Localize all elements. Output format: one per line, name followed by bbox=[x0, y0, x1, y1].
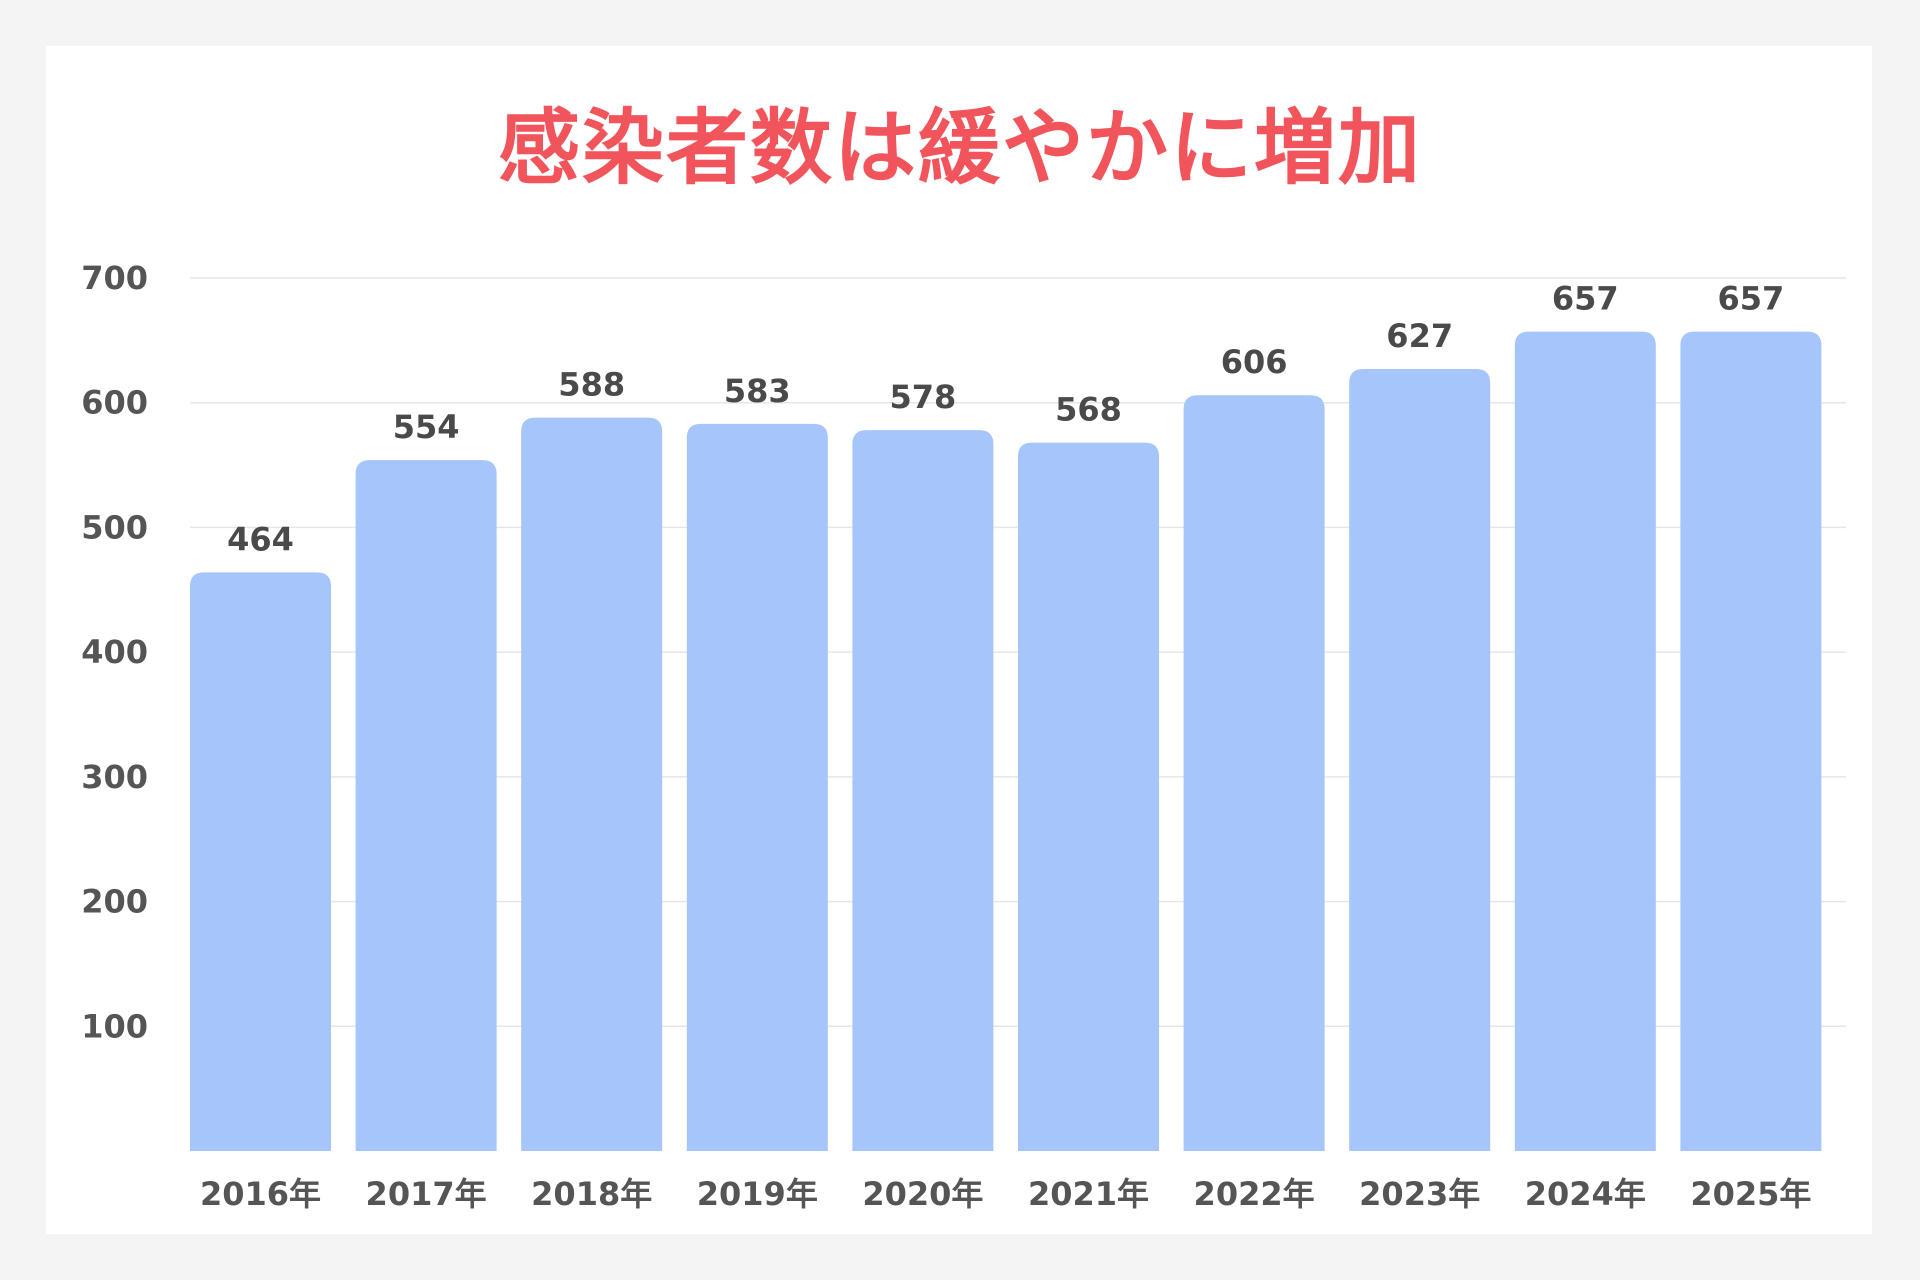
data-label: 588 bbox=[558, 366, 625, 404]
x-tick-label: 2025年 bbox=[1690, 1175, 1811, 1213]
x-tick-label: 2020年 bbox=[862, 1175, 983, 1213]
bar bbox=[1514, 331, 1656, 1151]
data-label: 578 bbox=[890, 378, 957, 416]
y-tick-label: 700 bbox=[81, 259, 148, 297]
y-tick-label: 200 bbox=[81, 883, 148, 921]
bar bbox=[1349, 369, 1491, 1151]
x-tick-label: 2022年 bbox=[1194, 1175, 1315, 1213]
data-label: 657 bbox=[1552, 280, 1619, 318]
x-tick-label: 2021年 bbox=[1028, 1175, 1149, 1213]
bar bbox=[1018, 442, 1159, 1151]
bar bbox=[190, 572, 331, 1151]
x-tick-label: 2023年 bbox=[1359, 1175, 1480, 1213]
y-tick-label: 600 bbox=[81, 384, 148, 422]
bar bbox=[355, 460, 497, 1151]
bars bbox=[190, 331, 1822, 1151]
data-label: 568 bbox=[1055, 391, 1122, 429]
bar bbox=[852, 430, 994, 1151]
bar bbox=[521, 417, 663, 1151]
x-tick-label: 2019年 bbox=[697, 1175, 818, 1213]
y-axis-ticks: 100 200 300 400 500 600 700 bbox=[81, 259, 148, 1045]
y-tick-label: 500 bbox=[81, 508, 148, 546]
data-label: 657 bbox=[1718, 280, 1785, 318]
data-label: 554 bbox=[393, 408, 460, 446]
chart-title: 感染者数は緩やかに増加 bbox=[497, 101, 1422, 196]
bar bbox=[686, 423, 828, 1151]
x-tick-label: 2018年 bbox=[531, 1175, 652, 1213]
bar bbox=[1680, 331, 1822, 1151]
x-tick-label: 2024年 bbox=[1525, 1175, 1646, 1213]
data-label: 583 bbox=[724, 372, 791, 410]
bar bbox=[1183, 395, 1325, 1151]
y-tick-label: 100 bbox=[81, 1007, 148, 1045]
x-tick-label: 2017年 bbox=[366, 1175, 487, 1213]
y-tick-label: 400 bbox=[81, 633, 148, 671]
value-labels: 464 554 588 583 578 568 606 627 657 657 bbox=[227, 280, 1784, 559]
x-tick-label: 2016年 bbox=[200, 1175, 321, 1213]
data-label: 606 bbox=[1221, 343, 1288, 381]
x-axis-ticks: 2016年 2017年 2018年 2019年 2020年 2021年 2022年 2023年… bbox=[200, 1175, 1811, 1213]
data-label: 627 bbox=[1386, 317, 1453, 355]
data-label: 464 bbox=[227, 520, 294, 558]
y-tick-label: 300 bbox=[81, 758, 148, 796]
